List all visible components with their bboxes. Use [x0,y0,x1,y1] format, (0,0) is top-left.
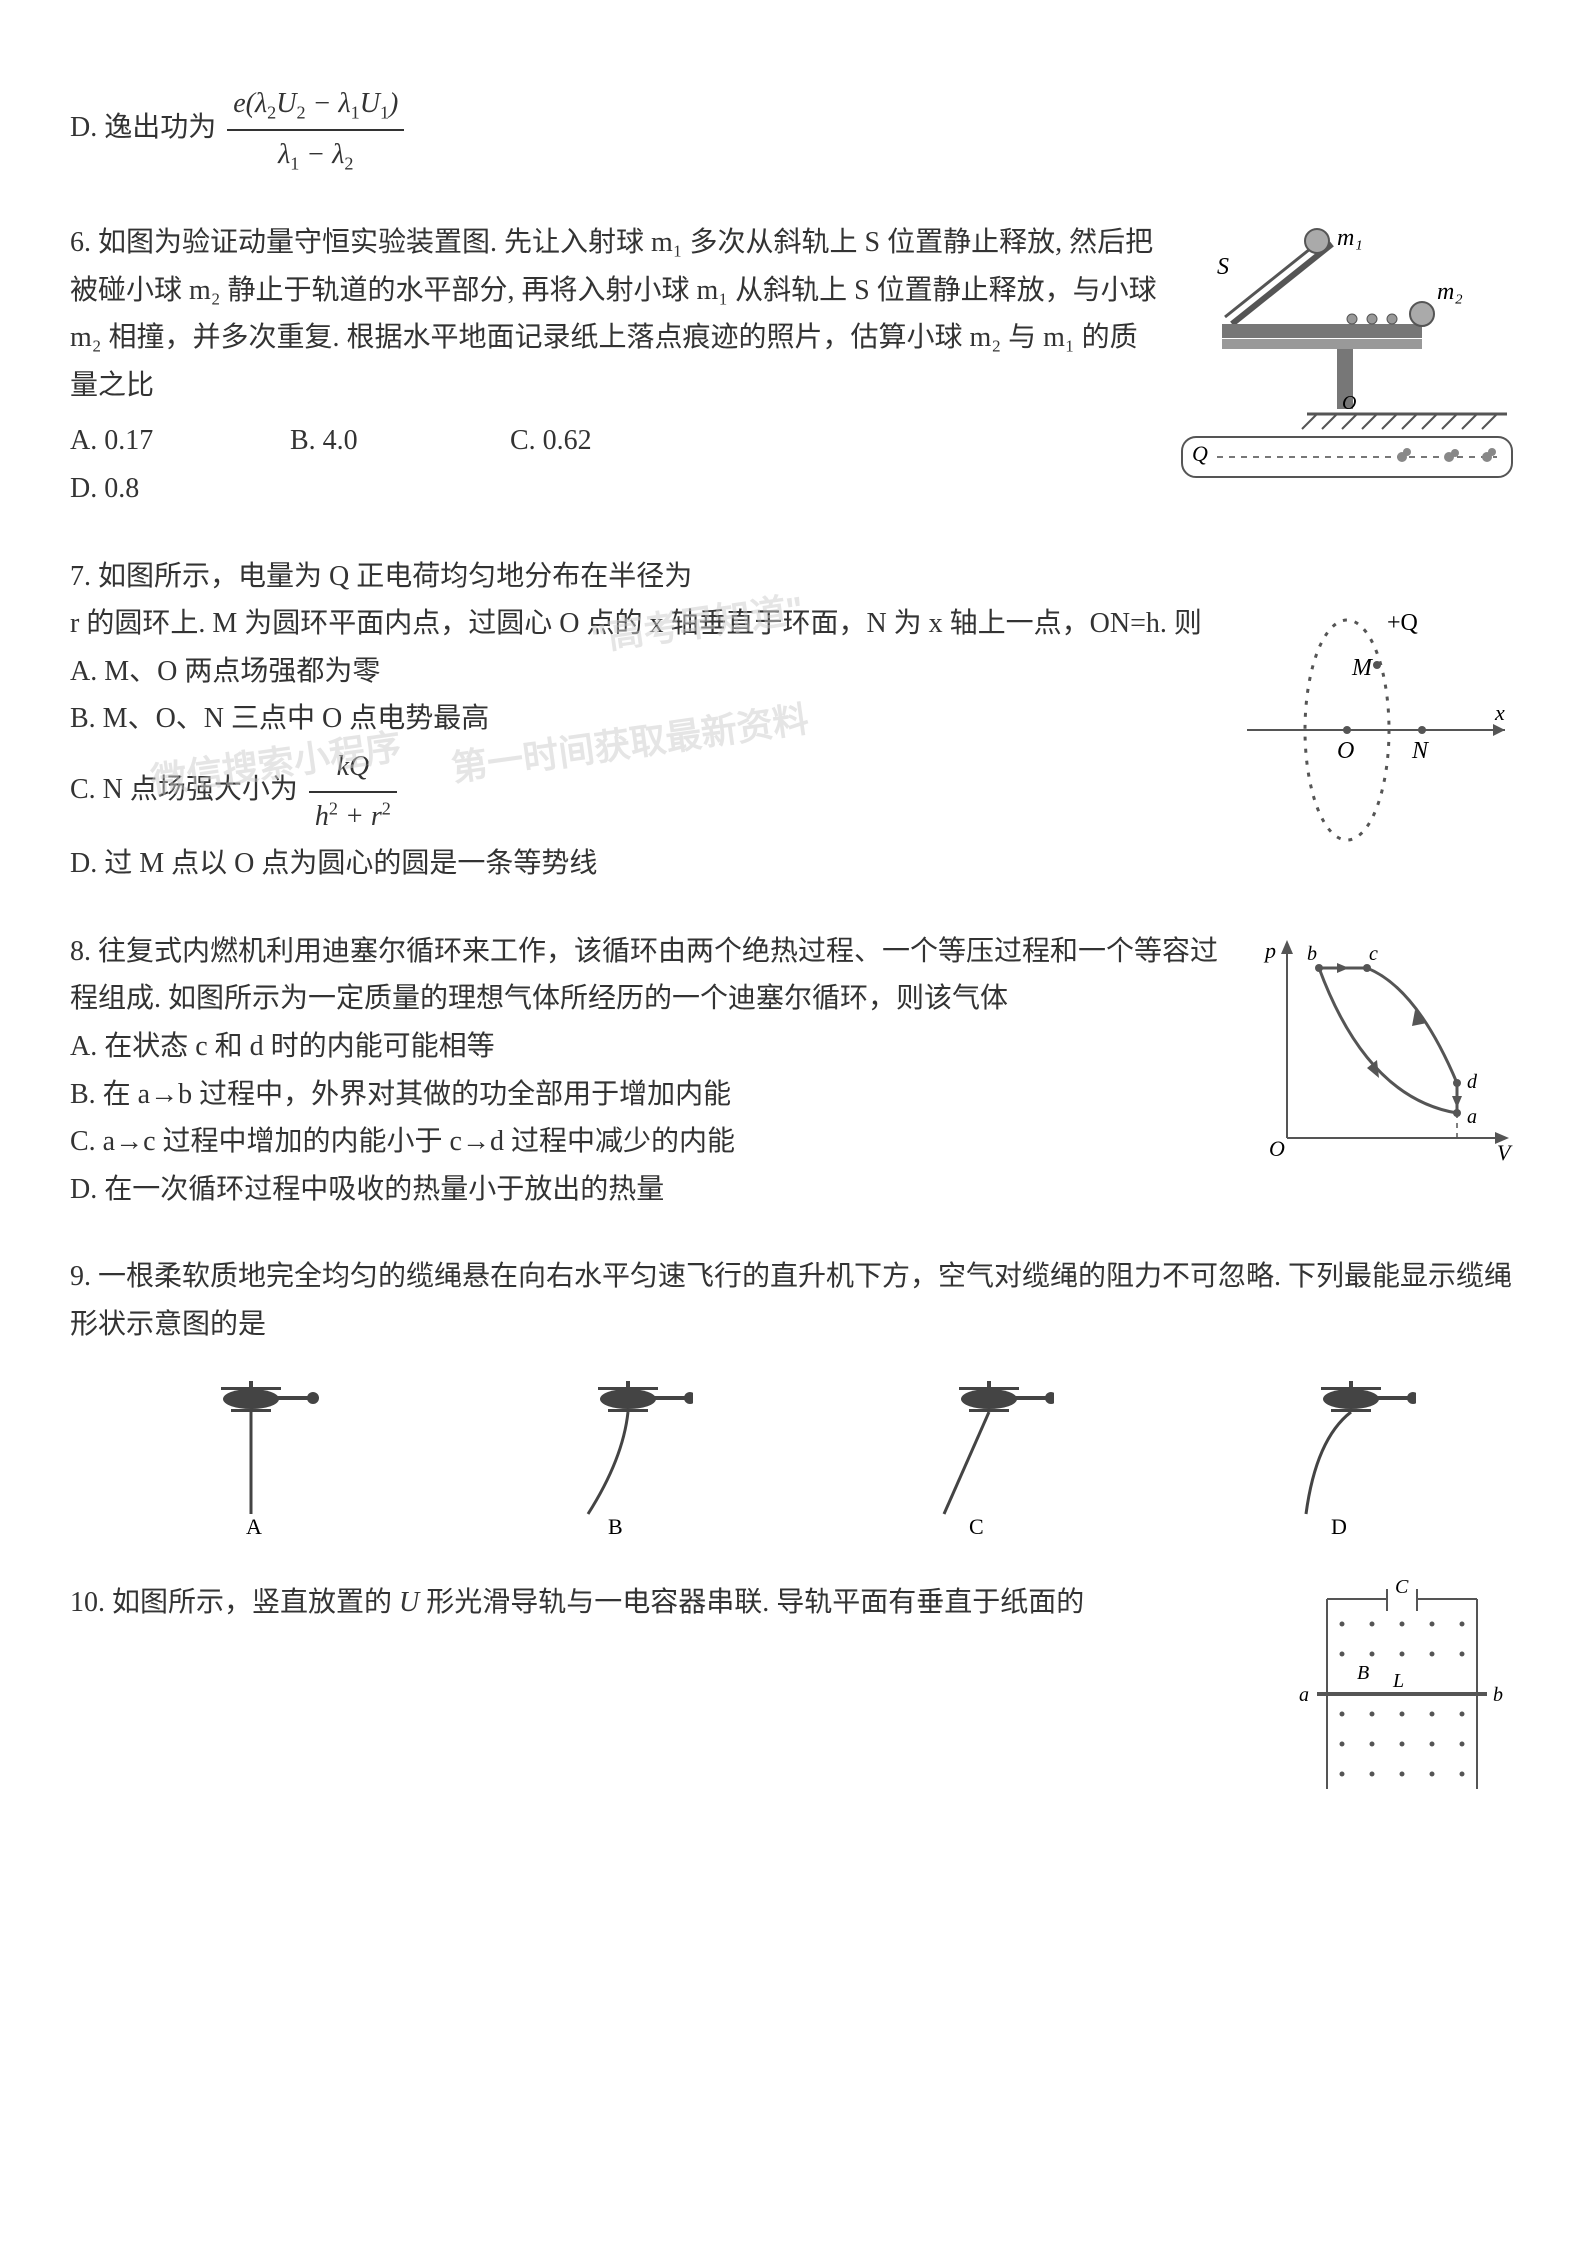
svg-text:m₂: m₂ [1437,279,1463,305]
q10: 10. 如图所示，竖直放置的 U 形光滑导轨与一电容器串联. 导轨平面有垂直于纸… [70,1579,1517,1809]
svg-text:A: A [246,1514,262,1539]
q7-opt-b: B. M、O、N 三点中 O 点电势最高 [70,695,1217,743]
q6-opt-b: B. 4.0 [290,417,430,465]
q9-option-a-fig: A [171,1369,331,1539]
q10-stem-u: U [399,1587,419,1618]
q6-opt-a: A. 0.17 [70,417,210,465]
svg-text:Q: Q [1192,441,1208,466]
q10-stem-prefix: 10. 如图所示，竖直放置的 [70,1587,399,1618]
svg-text:+Q: +Q [1387,610,1418,636]
svg-text:O: O [1337,738,1354,764]
svg-text:O: O [1342,392,1356,414]
svg-text:L: L [1392,1670,1404,1692]
q7: "高考早知道" 微信搜索小程序 第一时间获取最新资料 7. 如图所示，电量为 Q… [70,553,1517,888]
q6-opt-c: C. 0.62 [510,417,650,465]
q9-option-b-fig: B [533,1369,693,1539]
svg-text:D: D [1331,1514,1347,1539]
svg-text:m₁: m₁ [1337,225,1363,251]
svg-text:O: O [1269,1136,1285,1161]
svg-text:M: M [1351,655,1374,681]
q7-figure: x +Q M O N [1237,600,1517,860]
svg-text:C: C [969,1514,984,1539]
q8-figure: p V O [1257,928,1517,1168]
svg-text:a: a [1299,1684,1309,1706]
q6-figure: m₁ S m₂ [1177,219,1517,479]
q6-opt-d: D. 0.8 [70,465,1157,513]
svg-text:c: c [1369,943,1378,965]
q7-stem-2: r 的圆环上. M 为圆环平面内点，过圆心 O 点的 x 轴垂直于环面，N 为 … [70,600,1217,648]
svg-text:V: V [1497,1140,1513,1165]
svg-text:b: b [1493,1684,1503,1706]
q9-option-c-fig: C [894,1369,1054,1539]
q8-opt-a: A. 在状态 c 和 d 时的内能可能相等 [70,1023,1237,1071]
q9-options-row: A B [70,1369,1517,1539]
svg-text:b: b [1307,943,1317,965]
svg-text:C: C [1395,1579,1409,1598]
q9-option-d-fig: D [1256,1369,1416,1539]
q5d-prefix: D. 逸出功为 [70,112,216,143]
q10-figure: C a b B L [1287,1579,1517,1809]
q8-opt-d: D. 在一次循环过程中吸收的热量小于放出的热量 [70,1166,1237,1214]
q9-stem: 9. 一根柔软质地完全均匀的缆绳悬在向右水平匀速飞行的直升机下方，空气对缆绳的阻… [70,1253,1517,1348]
q6: 6. 如图为验证动量守恒实验装置图. 先让入射球 m₁ 多次从斜轨上 S 位置静… [70,219,1517,513]
svg-text:p: p [1263,938,1276,963]
svg-text:d: d [1467,1071,1478,1093]
q8: 8. 往复式内燃机利用迪塞尔循环来工作，该循环由两个绝热过程、一个等压过程和一个… [70,928,1517,1214]
q8-opt-c: C. a→c 过程中增加的内能小于 c→d 过程中减少的内能 [70,1118,1237,1166]
svg-text:N: N [1411,738,1430,764]
svg-text:B: B [1357,1662,1369,1684]
q7-opt-d: D. 过 M 点以 O 点为圆心的圆是一条等势线 [70,840,1217,888]
svg-text:S: S [1217,254,1229,280]
q6-stem: 6. 如图为验证动量守恒实验装置图. 先让入射球 m₁ 多次从斜轨上 S 位置静… [70,219,1157,409]
q7-stem-1: 7. 如图所示，电量为 Q 正电荷均匀地分布在半径为 [70,553,1517,601]
svg-text:a: a [1467,1106,1477,1128]
q7-opt-a: A. M、O 两点场强都为零 [70,648,1217,696]
q8-stem: 8. 往复式内燃机利用迪塞尔循环来工作，该循环由两个绝热过程、一个等压过程和一个… [70,928,1237,1023]
q7-opt-c: C. N 点场强大小为 kQ h2 + r2 [70,743,1217,840]
svg-text:B: B [608,1514,623,1539]
q5d-fraction: e(λ2U2 − λ1U1) λ1 − λ2 [227,80,404,179]
q8-opt-b: B. 在 a→b 过程中，外界对其做的功全部用于增加内能 [70,1071,1237,1119]
q5-option-d: D. 逸出功为 e(λ2U2 − λ1U1) λ1 − λ2 [70,80,1517,179]
q10-stem-suffix: 形光滑导轨与一电容器串联. 导轨平面有垂直于纸面的 [419,1587,1084,1618]
q9: 9. 一根柔软质地完全均匀的缆绳悬在向右水平匀速飞行的直升机下方，空气对缆绳的阻… [70,1253,1517,1538]
svg-text:x: x [1494,700,1505,725]
